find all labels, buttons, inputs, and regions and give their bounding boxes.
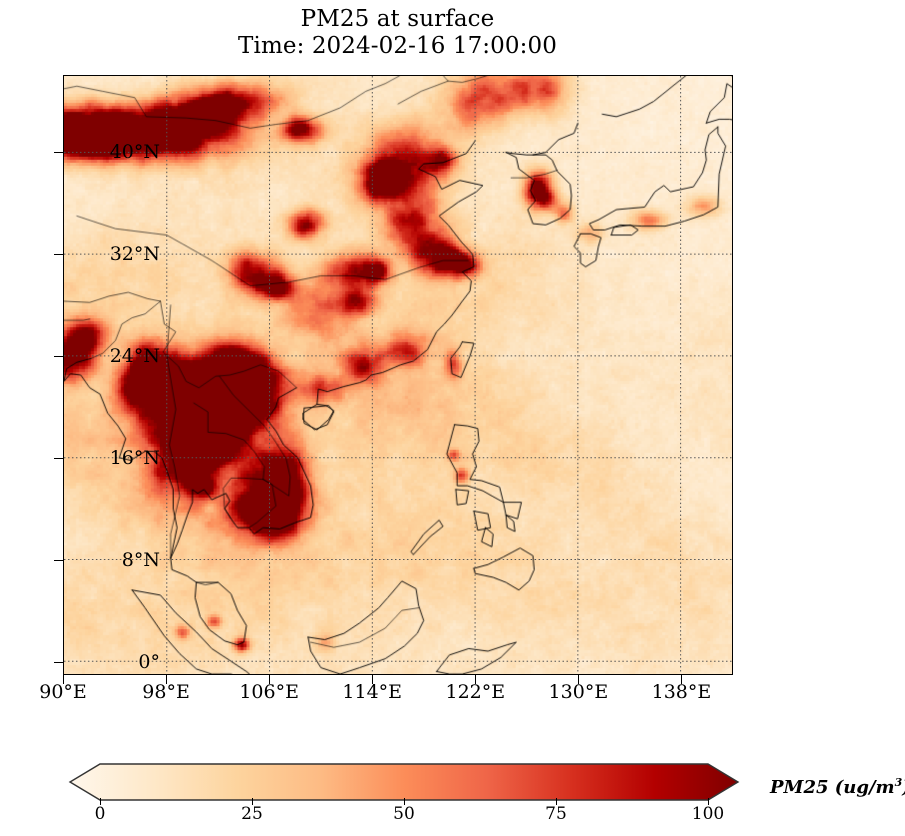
colorbar-tick-mark <box>404 798 405 805</box>
x-tick-mark <box>681 675 683 684</box>
x-tick-mark <box>578 675 580 684</box>
y-tick-label: 0° <box>138 651 160 674</box>
x-tick-label: 130°E <box>548 681 609 703</box>
x-tick-label: 138°E <box>651 681 712 703</box>
y-tick-mark <box>54 151 63 153</box>
colorbar[interactable]: 0 25 50 75 100 PM25 (ug/m3) <box>0 762 905 836</box>
colorbar-tick-label: 75 <box>545 804 567 824</box>
x-tick-mark <box>475 675 477 684</box>
map-plot-area[interactable] <box>63 75 733 675</box>
colorbar-tick-label: 50 <box>393 804 415 824</box>
y-tick-mark <box>54 457 63 459</box>
y-tick-mark <box>54 662 63 664</box>
title-line-time: Time: 2024-02-16 17:00:00 <box>238 33 557 60</box>
colorbar-tick-mark <box>708 798 709 805</box>
colorbar-tick-mark <box>100 798 101 805</box>
colorbar-tick-mark <box>252 798 253 805</box>
colorbar-tick-label: 0 <box>94 804 106 824</box>
x-tick-label: 114°E <box>342 681 403 703</box>
y-tick-label: 8°N <box>121 549 160 572</box>
colorbar-gradient <box>68 763 740 801</box>
x-tick-mark <box>372 675 374 684</box>
x-tick-mark <box>269 675 271 684</box>
y-tick-mark <box>54 560 63 562</box>
colorbar-tick-label: 100 <box>691 804 725 824</box>
x-tick-label: 98°E <box>142 681 190 703</box>
y-tick-label: 16°N <box>109 446 160 469</box>
figure-title: PM25 at surface Time: 2024-02-16 17:00:0… <box>0 6 795 60</box>
y-tick-mark <box>54 355 63 357</box>
x-tick-label: 106°E <box>239 681 299 703</box>
y-tick-label: 32°N <box>109 242 160 265</box>
colorbar-tick-mark <box>556 798 557 805</box>
y-tick-label: 40°N <box>109 140 160 163</box>
title-line-variable: PM25 at surface <box>300 6 495 32</box>
y-tick-mark <box>54 253 63 255</box>
colorbar-tick-label: 25 <box>241 804 263 824</box>
x-tick-mark <box>63 675 64 684</box>
y-tick-label: 24°N <box>109 344 160 367</box>
pm25-heatmap-canvas <box>64 76 732 674</box>
colorbar-label: PM25 (ug/m3) <box>770 776 905 798</box>
x-tick-mark <box>166 675 168 684</box>
x-tick-label: 122°E <box>445 681 506 703</box>
x-tick-label: 90°E <box>39 681 87 703</box>
